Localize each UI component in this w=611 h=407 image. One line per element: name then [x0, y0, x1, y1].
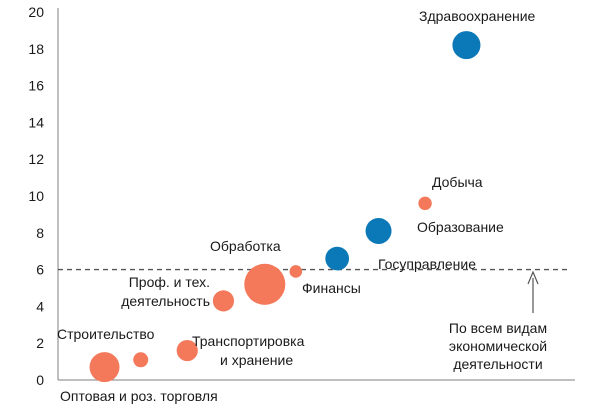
y-tick-label: 14: [28, 114, 44, 130]
bubble: [133, 352, 149, 368]
bubble: [289, 265, 303, 278]
y-tick-label: 10: [28, 188, 44, 204]
y-axis-ticks: 0 2 4 6 8 10 12 14 16 18 20: [28, 4, 44, 388]
y-tick-label: 18: [28, 41, 44, 57]
bubble: [325, 246, 350, 271]
y-tick-label: 2: [36, 335, 44, 351]
annotation-arrowhead: [527, 270, 539, 285]
label-public-admin: Госуправление: [378, 256, 476, 272]
bubble-labels: Оптовая и роз. торговля Строительство Тран…: [57, 8, 536, 404]
label-transport: Транспортировка: [192, 333, 305, 349]
bubble: [452, 31, 481, 60]
label-transport: и хранение: [220, 352, 293, 368]
annotation-text: По всем видам: [449, 320, 547, 336]
annotation-text: экономической: [449, 338, 547, 354]
y-tick-label: 6: [36, 262, 44, 278]
bubble: [212, 290, 235, 312]
label-healthcare: Здравоохранение: [419, 8, 536, 24]
label-construction: Строительство: [57, 326, 155, 342]
y-tick-label: 4: [36, 298, 44, 314]
bubble: [176, 339, 198, 362]
y-tick-label: 16: [28, 78, 44, 94]
annotation-text: деятельности: [453, 356, 542, 372]
bubble: [365, 217, 392, 244]
reference-annotation: По всем видам экономической деятельности: [449, 270, 547, 372]
label-prof-tech: деятельность: [121, 293, 210, 309]
label-manufacturing: Обработка: [210, 238, 281, 254]
bubbles: [89, 31, 481, 383]
bubble: [418, 196, 432, 211]
label-education: Образование: [417, 219, 504, 235]
y-tick-label: 8: [36, 225, 44, 241]
label-finance: Финансы: [302, 280, 361, 296]
bubble: [244, 263, 286, 305]
y-tick-label: 12: [28, 151, 44, 167]
bubble: [89, 352, 120, 383]
label-mining: Добыча: [432, 174, 483, 190]
label-prof-tech: Проф. и тех.: [129, 274, 210, 290]
label-wholesale-retail: Оптовая и роз. торговля: [60, 388, 218, 404]
y-tick-label: 20: [28, 4, 44, 20]
y-tick-label: 0: [36, 372, 44, 388]
